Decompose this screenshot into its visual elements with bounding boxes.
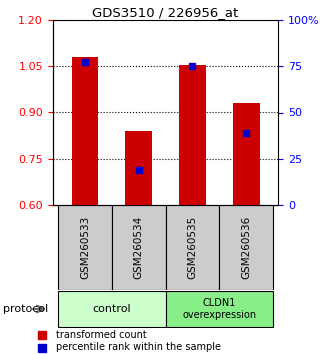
Text: control: control bbox=[92, 304, 131, 314]
Bar bbox=[125, 131, 152, 205]
Bar bbox=[58, 205, 112, 290]
Bar bbox=[58, 291, 166, 327]
Title: GDS3510 / 226956_at: GDS3510 / 226956_at bbox=[92, 6, 239, 19]
Bar bbox=[112, 205, 166, 290]
Text: protocol: protocol bbox=[3, 304, 48, 314]
Bar bbox=[179, 65, 206, 205]
Bar bbox=[72, 57, 99, 205]
Text: GSM260536: GSM260536 bbox=[241, 216, 251, 279]
Text: GSM260533: GSM260533 bbox=[80, 216, 90, 279]
Text: GSM260534: GSM260534 bbox=[134, 216, 144, 279]
Text: transformed count: transformed count bbox=[56, 330, 147, 339]
Text: CLDN1
overexpression: CLDN1 overexpression bbox=[182, 298, 256, 320]
Bar bbox=[233, 103, 260, 205]
Text: percentile rank within the sample: percentile rank within the sample bbox=[56, 343, 221, 353]
Bar bbox=[166, 291, 273, 327]
Bar bbox=[219, 205, 273, 290]
Text: GSM260535: GSM260535 bbox=[188, 216, 197, 279]
Bar bbox=[166, 205, 219, 290]
